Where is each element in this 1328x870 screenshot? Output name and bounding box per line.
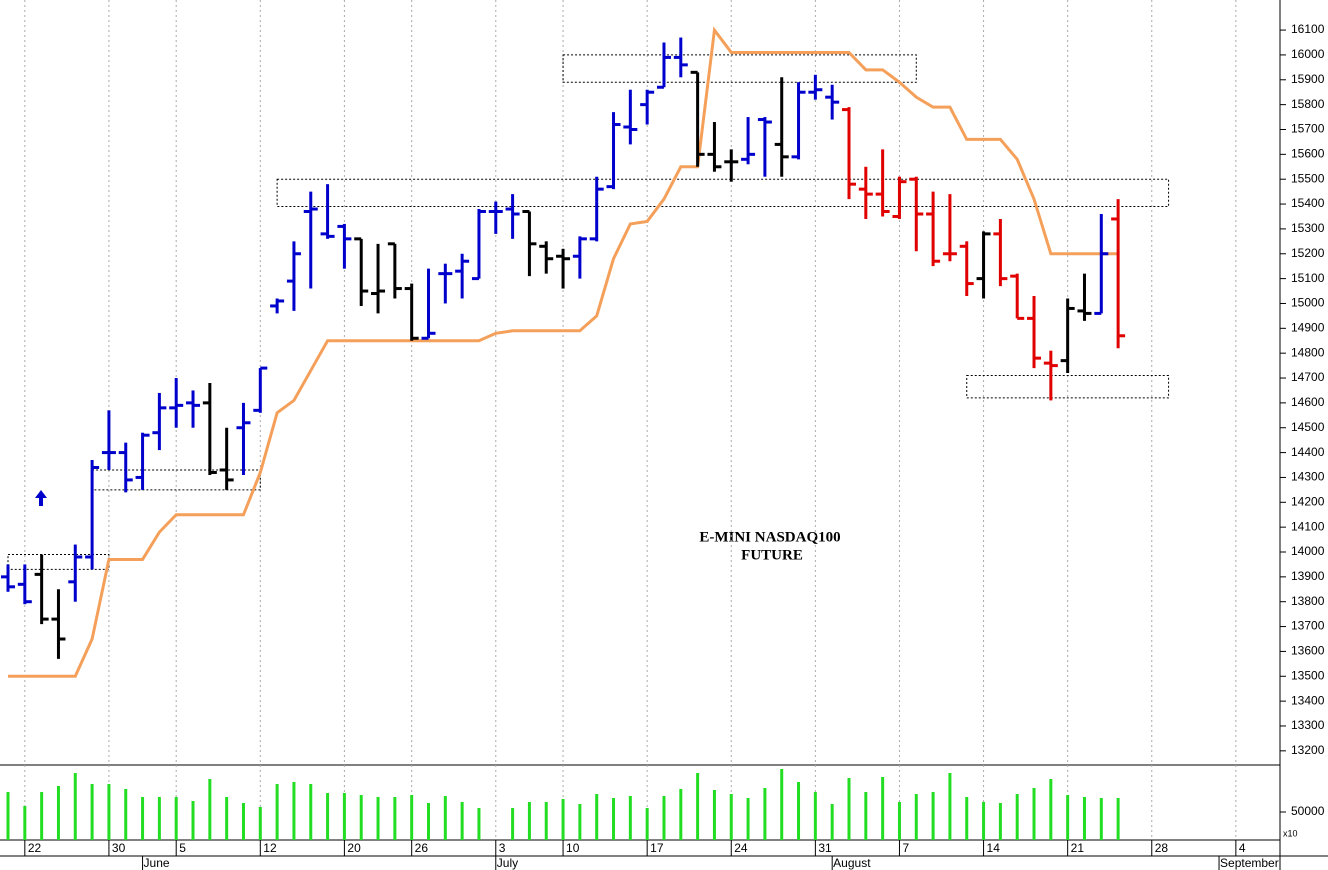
x-tick-label: 12 [263, 841, 277, 855]
y-tick-label: 16000 [1291, 47, 1325, 61]
x-tick-label: 20 [347, 841, 361, 855]
x-tick-label: 26 [415, 841, 429, 855]
x-tick-label: 10 [566, 841, 580, 855]
annotation: FUTURE [741, 547, 803, 563]
y-tick-label: 15600 [1291, 147, 1325, 161]
y-tick-label: 13300 [1291, 718, 1325, 732]
month-label: September [1220, 856, 1279, 870]
x-tick-label: 3 [499, 841, 506, 855]
y-tick-label: 16100 [1291, 22, 1325, 36]
x-tick-label: 4 [1239, 841, 1246, 855]
y-tick-label: 15900 [1291, 72, 1325, 86]
y-tick-label: 14300 [1291, 470, 1325, 484]
y-tick-label: 13800 [1291, 594, 1325, 608]
y-tick-label: 13900 [1291, 569, 1325, 583]
x-tick-label: 28 [1155, 841, 1169, 855]
price-zone [276, 178, 1170, 208]
y-tick-label: 15000 [1291, 296, 1325, 310]
y-tick-label: 15200 [1291, 246, 1325, 260]
y-tick-label: 15100 [1291, 271, 1325, 285]
price-zone [7, 553, 110, 570]
annotation: E-MINI NASDAQ100 [699, 529, 840, 545]
x-tick-label: 5 [179, 841, 186, 855]
x-tick-label: 21 [1071, 841, 1085, 855]
y-tick-label: 14100 [1291, 519, 1325, 533]
month-label: July [497, 856, 518, 870]
month-label: June [144, 856, 170, 870]
y-tick-label: 13700 [1291, 619, 1325, 633]
y-tick-label: 13200 [1291, 743, 1325, 757]
y-tick-label: 14500 [1291, 420, 1325, 434]
y-tick-label: 14900 [1291, 320, 1325, 334]
y-tick-label: 13400 [1291, 693, 1325, 707]
y-tick-label: 13500 [1291, 668, 1325, 682]
y-tick-label: 14000 [1291, 544, 1325, 558]
x-tick-label: 31 [818, 841, 832, 855]
x-tick-label: 7 [902, 841, 909, 855]
price-zone [966, 375, 1170, 399]
x-tick-label: 24 [734, 841, 748, 855]
stop-line [8, 26, 1119, 678]
y-tick-label: 15500 [1291, 171, 1325, 185]
volume-tick-label: 50000 [1291, 804, 1325, 818]
x-tick-label: 14 [987, 841, 1001, 855]
x-tick-label: 17 [650, 841, 664, 855]
price-zone [562, 54, 917, 83]
signal-arrow [35, 490, 47, 506]
x-tick-label: 22 [28, 841, 42, 855]
y-tick-label: 14600 [1291, 395, 1325, 409]
y-tick-label: 15700 [1291, 122, 1325, 136]
y-tick-label: 15400 [1291, 196, 1325, 210]
y-tick-label: 13600 [1291, 644, 1325, 658]
y-tick-label: 14700 [1291, 370, 1325, 384]
month-label: August [833, 856, 871, 870]
x-tick-label: 30 [112, 841, 126, 855]
y-tick-label: 14400 [1291, 445, 1325, 459]
price-zone [91, 469, 261, 491]
y-tick-label: 14200 [1291, 494, 1325, 508]
y-tick-label: 15800 [1291, 97, 1325, 111]
y-tick-label: 14800 [1291, 345, 1325, 359]
volume-multiplier: x10 [1283, 828, 1298, 838]
y-tick-label: 15300 [1291, 221, 1325, 235]
